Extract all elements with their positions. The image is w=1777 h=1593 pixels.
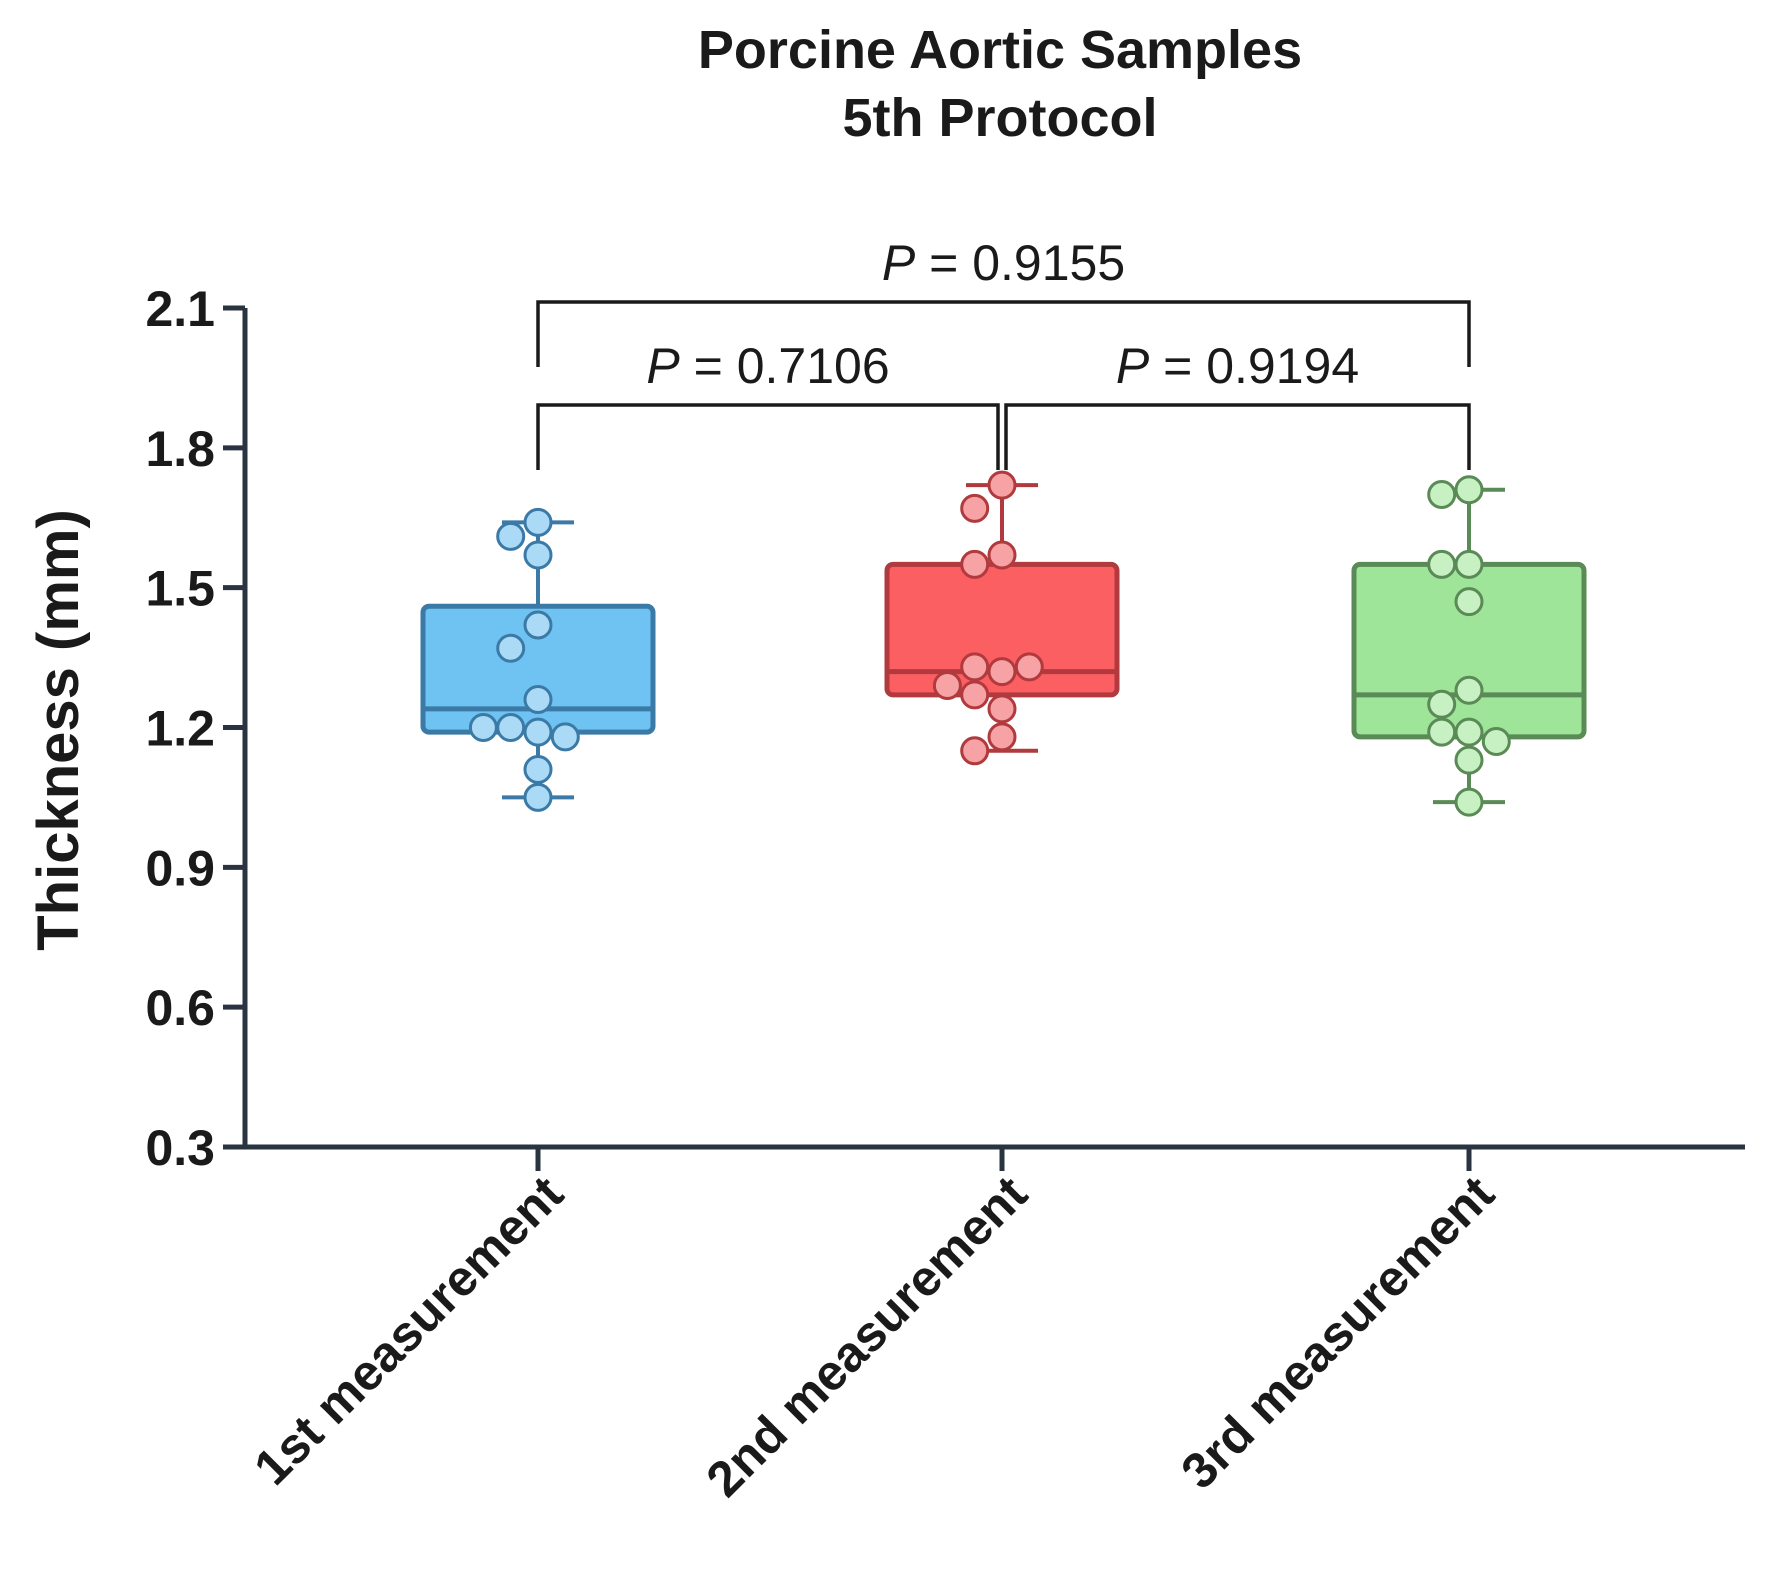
- data-point: [1454, 549, 1484, 579]
- data-point: [1454, 675, 1484, 705]
- comparison-bracket: P = 0.9194: [1004, 338, 1471, 470]
- p-symbol: P: [1116, 338, 1150, 394]
- data-point: [1427, 549, 1457, 579]
- y-tick-label: 1.8: [145, 421, 215, 477]
- data-point: [960, 493, 990, 523]
- data-point: [1454, 787, 1484, 817]
- data-point: [1454, 475, 1484, 505]
- data-point: [550, 722, 580, 752]
- data-point: [1014, 652, 1044, 682]
- p-value-label: P = 0.7106: [646, 338, 889, 394]
- box-group: [420, 507, 656, 812]
- data-point: [1427, 689, 1457, 719]
- data-point: [1427, 717, 1457, 747]
- comparison-bracket: P = 0.9155: [536, 235, 1471, 367]
- data-point: [1454, 717, 1484, 747]
- bracket-line: [536, 300, 1471, 367]
- p-value-text: = 0.9194: [1149, 338, 1359, 394]
- p-symbol: P: [646, 338, 680, 394]
- y-tick-label: 0.9: [145, 840, 215, 896]
- data-point: [1454, 587, 1484, 617]
- p-value-text: = 0.7106: [680, 338, 890, 394]
- data-point: [523, 540, 553, 570]
- data-point: [468, 713, 498, 742]
- x-tick-label: 1st measurement: [243, 1165, 574, 1496]
- data-point: [987, 540, 1017, 570]
- x-tick-label: 3rd measurement: [1170, 1165, 1505, 1500]
- data-point: [523, 507, 553, 537]
- data-point: [932, 671, 962, 701]
- p-symbol: P: [882, 235, 916, 291]
- data-point: [987, 722, 1017, 752]
- y-tick-label: 1.5: [145, 561, 215, 617]
- bracket-line: [1004, 403, 1471, 470]
- data-point: [523, 610, 553, 640]
- boxes: [420, 470, 1587, 817]
- data-point: [987, 470, 1017, 500]
- data-point: [987, 694, 1017, 724]
- data-point: [960, 652, 990, 682]
- p-value-label: P = 0.9194: [1116, 338, 1359, 394]
- comparison-bracket: P = 0.7106: [536, 338, 1000, 470]
- data-point: [960, 736, 990, 766]
- data-point: [523, 717, 553, 747]
- p-value-label: P = 0.9155: [882, 235, 1125, 291]
- data-point: [1427, 479, 1457, 509]
- box-group: [1351, 475, 1587, 817]
- data-point: [496, 713, 526, 742]
- bracket-line: [536, 403, 1000, 470]
- data-point: [523, 754, 553, 784]
- y-tick-label: 2.1: [145, 281, 215, 337]
- data-point: [496, 521, 526, 551]
- y-tick-label: 1.2: [145, 701, 215, 757]
- p-value-text: = 0.9155: [915, 235, 1125, 291]
- x-tick-label: 2nd measurement: [696, 1165, 1038, 1507]
- y-axis-label: Thickness (mm): [26, 509, 91, 951]
- chart-title-line-2: 5th Protocol: [842, 88, 1157, 148]
- data-point: [960, 549, 990, 579]
- data-point: [496, 633, 526, 663]
- chart-title-line-1: Porcine Aortic Samples: [698, 20, 1302, 80]
- axes: 0.3 0.6 0.9 1.2 1.5 1.8 2.1 1st measurement 2nd …: [145, 281, 1745, 1507]
- y-tick-label: 0.3: [145, 1120, 215, 1176]
- data-point: [523, 782, 553, 812]
- data-point: [960, 680, 990, 710]
- data-point: [1481, 726, 1511, 756]
- y-tick-label: 0.6: [145, 980, 215, 1036]
- data-point: [987, 657, 1017, 687]
- data-point: [1454, 745, 1484, 775]
- data-point: [523, 685, 553, 715]
- box-group: [884, 470, 1120, 766]
